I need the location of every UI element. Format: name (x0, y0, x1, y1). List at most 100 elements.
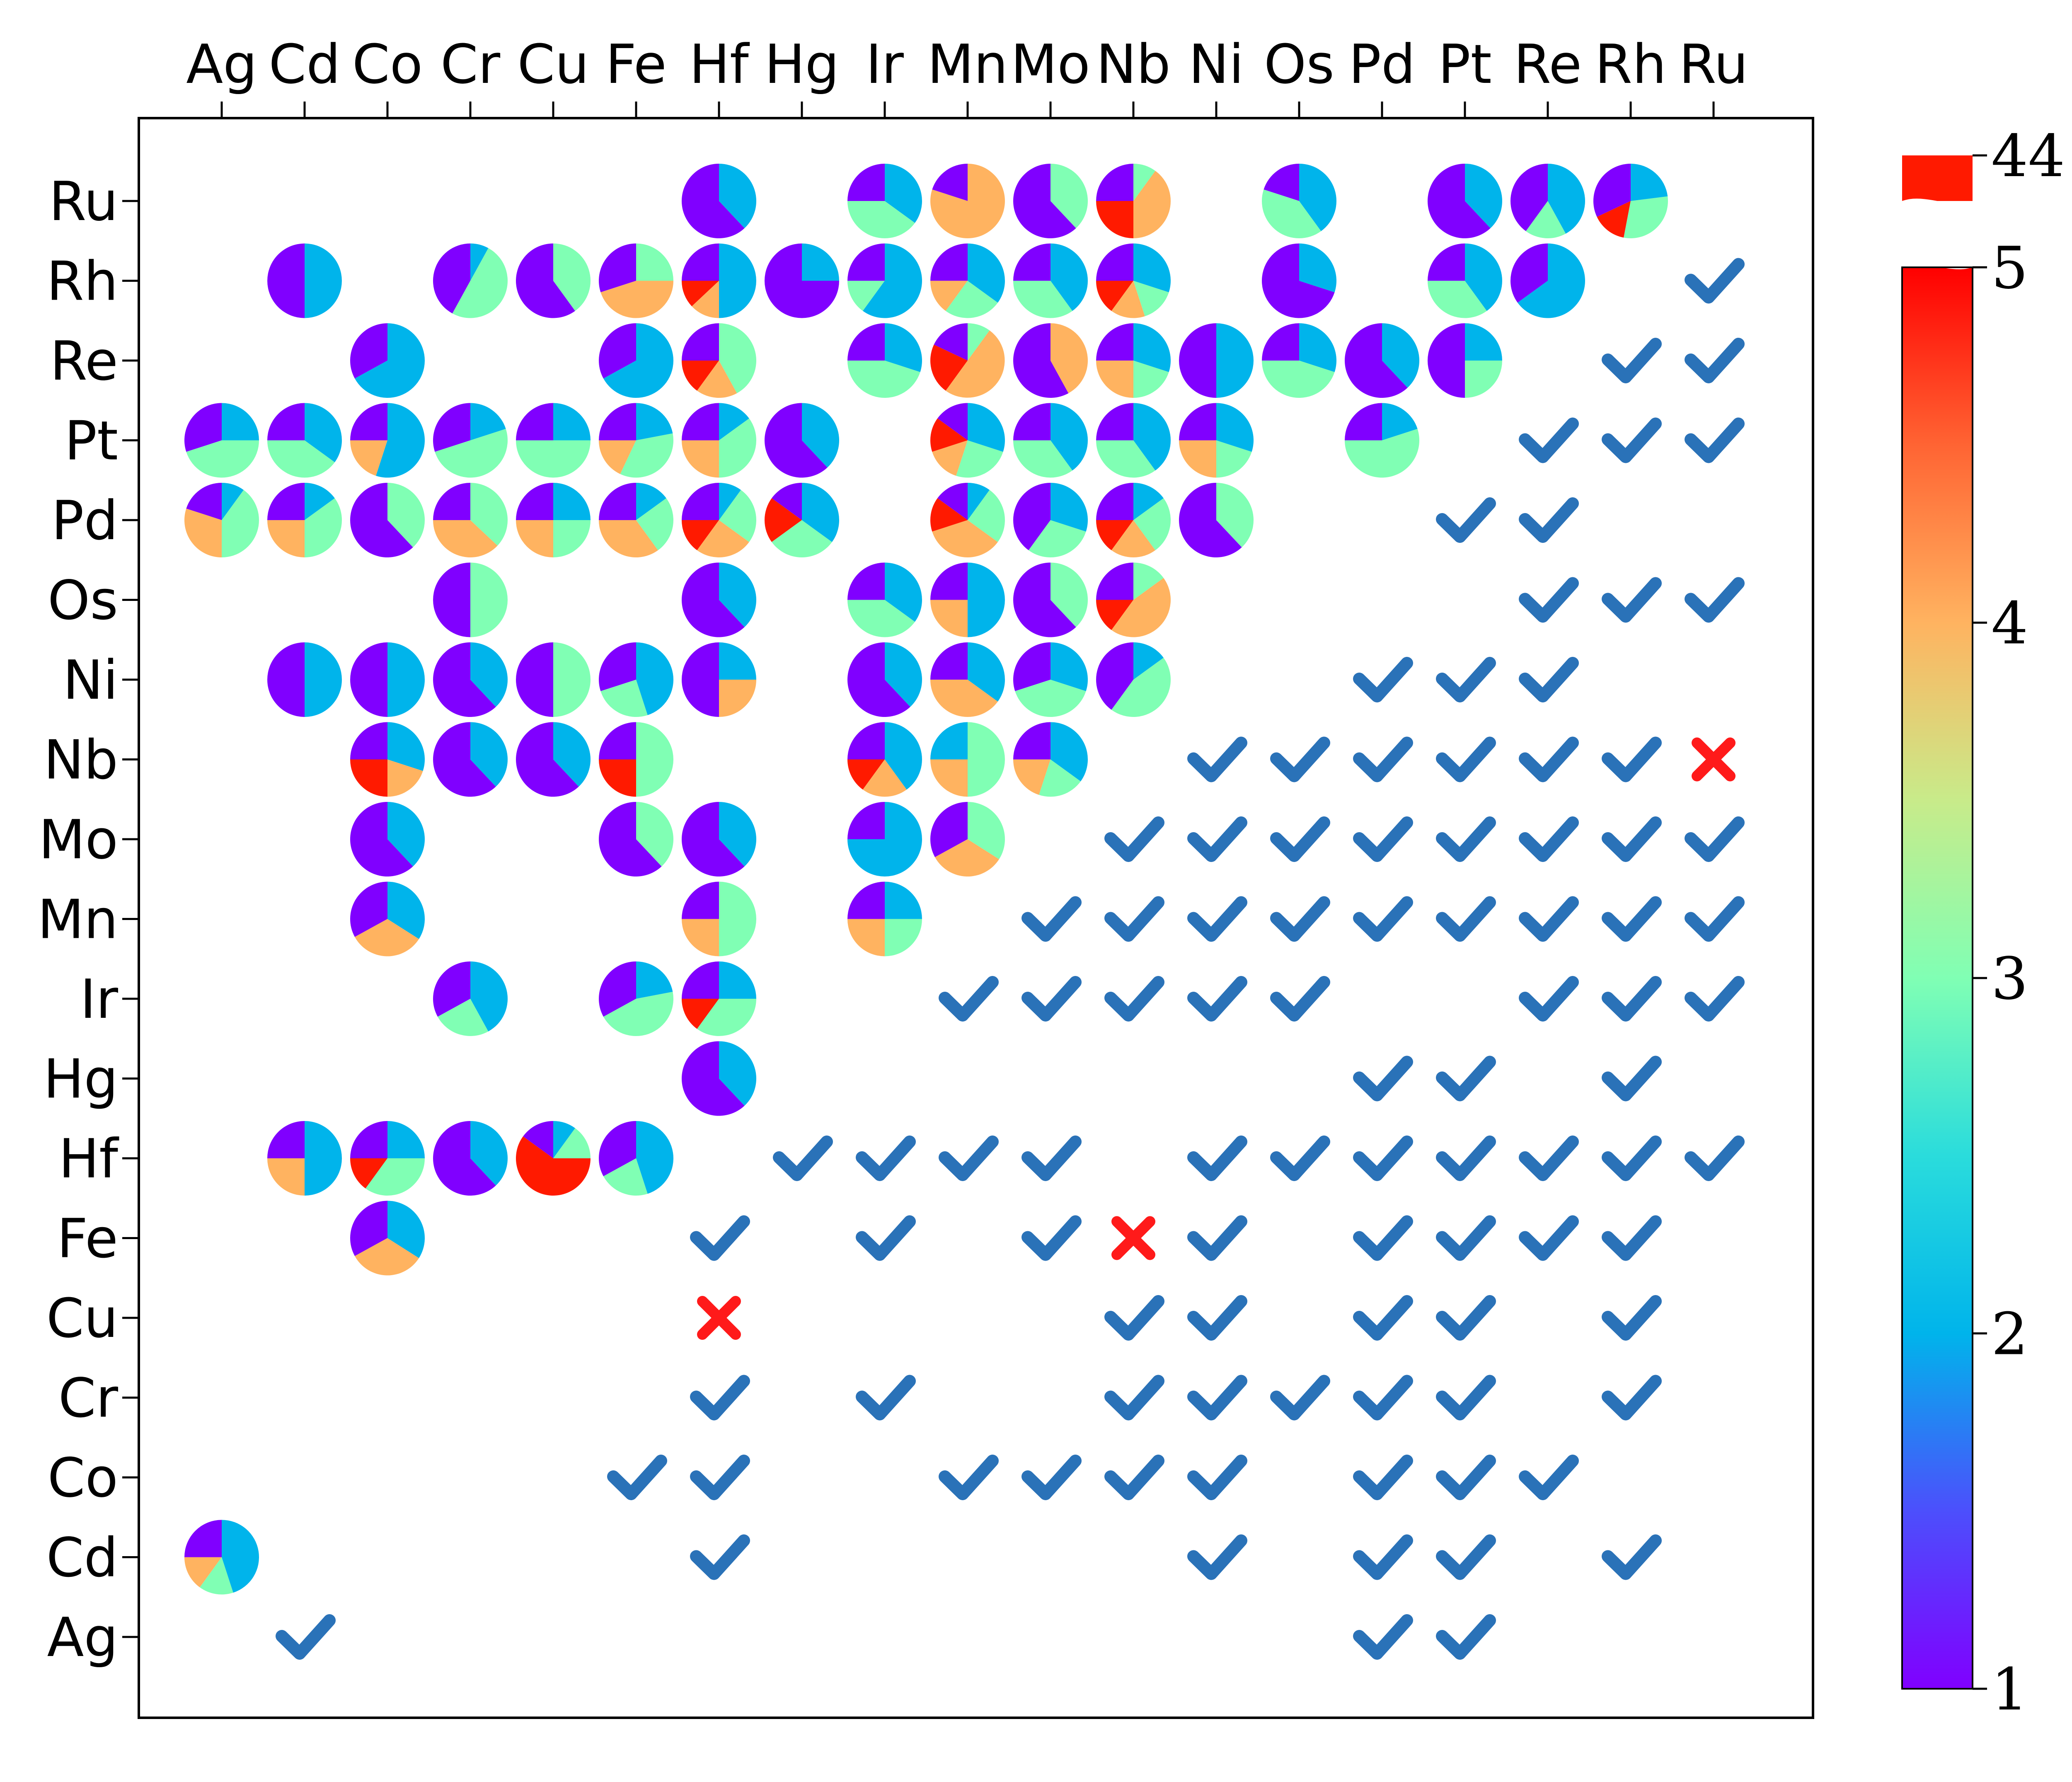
pie-slice (1262, 323, 1299, 361)
pie-slice (1428, 164, 1491, 238)
check-mark-Mn-Pd (1353, 896, 1413, 942)
pie-slice (885, 881, 922, 919)
x-tick-label: Ir (866, 33, 904, 96)
pie-slice (598, 961, 636, 1017)
x-tick-label: Mo (1011, 33, 1090, 96)
pie-Hf-Fe (598, 1121, 674, 1196)
cross-mark-Nb-Ru (1692, 737, 1736, 782)
pie-Ir-Fe (598, 961, 674, 1036)
pie-Re-Pd (1345, 323, 1420, 398)
pie-Os-Cr (433, 562, 508, 637)
pie-slice (470, 562, 508, 637)
pie-slice (1299, 243, 1337, 293)
pie-Re-Hf (682, 323, 757, 398)
check-mark-Co-Re (1519, 1455, 1579, 1500)
check-mark-Hg-Pt (1436, 1056, 1496, 1102)
pie-slice (1013, 243, 1051, 281)
pie-slice (1510, 164, 1548, 231)
y-axis: Ru Rh Re Pt Pd Os Ni Nb Mo Mn Ir Hg Hf Fe Cu Cr Co Cd Ag (37, 170, 139, 1669)
check-mark-Cd-Hf (690, 1534, 750, 1580)
pie-slice (802, 403, 840, 468)
pie-slice (350, 1201, 387, 1256)
pie-slice (1051, 323, 1088, 393)
pie-Mn-Ir (847, 881, 922, 956)
check-mark-Ni-Pd (1353, 657, 1413, 702)
pie-Ru-Ir (847, 164, 922, 238)
pie-slice (719, 961, 756, 999)
check-mark-Hf-Re (1519, 1136, 1579, 1181)
x-tick-label: Nb (1096, 33, 1171, 96)
pie-Rh-Hg (765, 243, 839, 318)
x-tick-label: Mn (927, 33, 1008, 96)
pie-slice (1133, 498, 1171, 550)
cross-mark-Cu-Hf (697, 1296, 741, 1340)
check-mark-Fe-Pd (1353, 1215, 1413, 1261)
x-tick-label: Pd (1349, 33, 1416, 96)
pie-slice (1111, 578, 1171, 637)
y-tick-label: Re (50, 329, 118, 392)
pie-slice (934, 323, 968, 361)
pie-slice (682, 642, 719, 717)
pie-slice (1216, 323, 1254, 398)
pie-slice (772, 483, 802, 520)
pie-slice (719, 1041, 757, 1106)
pie-Pt-Ag (184, 403, 259, 478)
check-mark-Re-Ru (1685, 338, 1745, 383)
pie-Cd-Ag (184, 1520, 259, 1595)
pie-slice (930, 722, 968, 760)
pie-slice (1593, 164, 1631, 217)
pie-slice (682, 919, 719, 956)
pie-slice (1299, 323, 1337, 372)
pie-slice (937, 483, 968, 520)
pie-slice (366, 1158, 425, 1196)
check-mark-Mn-Mo (1021, 896, 1082, 942)
pie-Pd-Mn (930, 483, 1005, 558)
check-mark-Nb-Pt (1436, 736, 1496, 782)
pie-Rh-Mn (930, 243, 1005, 318)
y-tick-label: Mn (37, 888, 118, 951)
pie-slice (433, 562, 470, 637)
check-mark-Cr-Ir (856, 1375, 916, 1421)
check-mark-Pd-Re (1519, 497, 1579, 543)
check-mark-Mo-Ru (1685, 816, 1745, 862)
cross-mark-Fe-Nb (1111, 1216, 1155, 1260)
pie-Re-Nb (1096, 323, 1171, 398)
pie-slice (350, 1121, 387, 1158)
pie-slice (1096, 562, 1133, 600)
pie-slice (1261, 189, 1321, 239)
pie-Pt-Pd (1345, 403, 1419, 478)
pie-Re-Ni (1179, 323, 1254, 398)
x-axis: Ag Cd Co Cr Cu Fe Hf Hg Ir Mn Mo Nb Ni Os Pd Pt Re Rh Ru (186, 33, 1748, 118)
pie-slice (598, 323, 636, 379)
pie-Os-Mo (1013, 562, 1088, 637)
pie-Ni-Fe (598, 642, 674, 717)
pie-slice (350, 323, 387, 379)
pie-Rh-Re (1510, 243, 1585, 318)
pie-Rh-Hf (682, 243, 756, 318)
pie-slice (433, 1121, 496, 1196)
pie-slice (1428, 243, 1465, 281)
y-tick-label: Nb (44, 729, 118, 792)
pie-slice (1465, 323, 1502, 361)
pie-slice (1133, 403, 1171, 471)
pie-slice (433, 642, 496, 717)
pie-Ni-Cd (267, 642, 342, 717)
pie-slice (847, 323, 885, 361)
pie-Mn-Co (350, 881, 425, 956)
check-mark-Hf-Rh (1602, 1136, 1662, 1181)
pie-slice (1111, 658, 1171, 717)
pie-Nb-Mo (1013, 722, 1088, 797)
pie-slice (222, 490, 259, 557)
colorbar-tick-label: 4 (1991, 590, 2028, 658)
pie-slice (516, 722, 579, 797)
pie-slice (470, 642, 508, 707)
pie-slice (1096, 281, 1133, 311)
pie-slice (1526, 201, 1566, 239)
pie-slice (968, 490, 1005, 542)
pie-slice (222, 403, 259, 441)
pie-slice (599, 759, 636, 797)
pie-slice (305, 1121, 342, 1196)
pie-slice (682, 1041, 745, 1116)
pie-slice (1299, 164, 1336, 231)
pie-slice (350, 759, 387, 797)
